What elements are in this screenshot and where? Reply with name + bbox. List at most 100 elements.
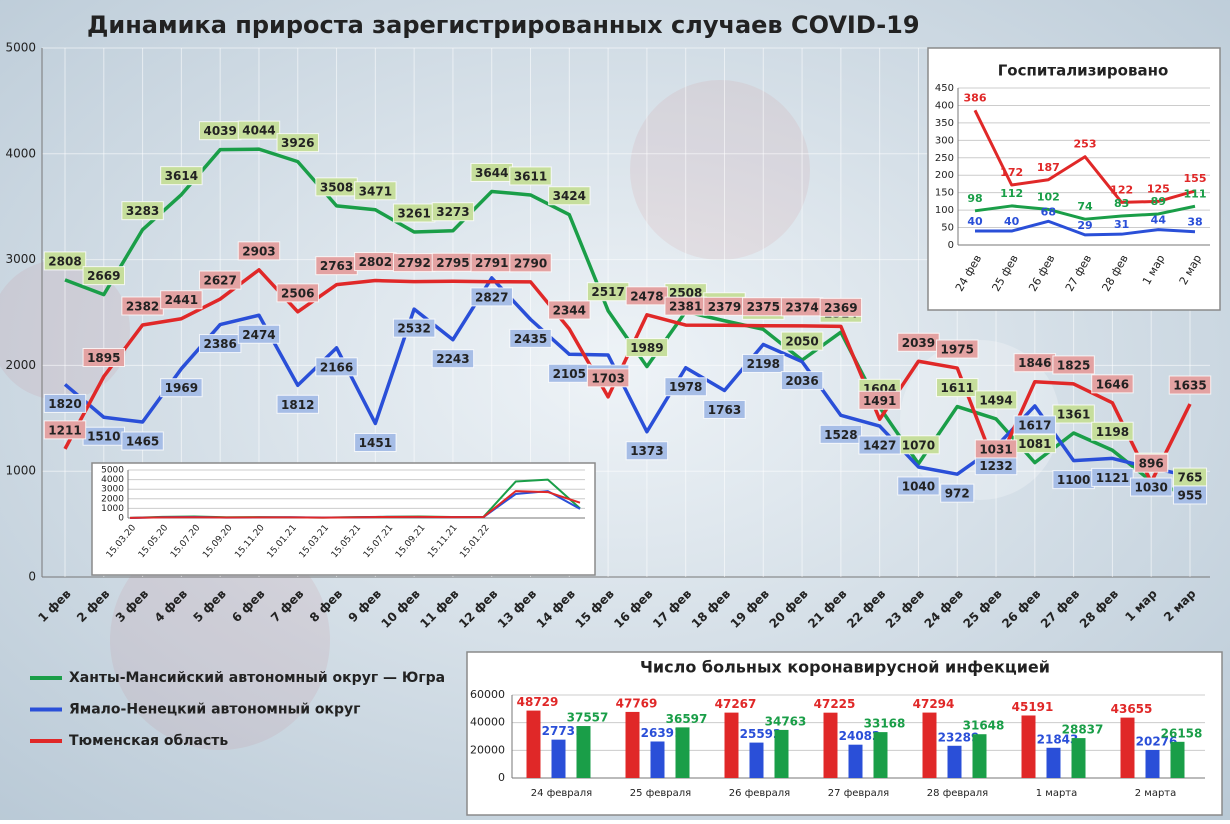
data-label: 2386 — [203, 337, 236, 351]
data-label: 2344 — [553, 304, 586, 318]
data-label: 3424 — [553, 189, 586, 203]
data-label: 28837 — [1062, 723, 1104, 737]
y-tick-label: 200 — [935, 170, 954, 181]
series-line — [973, 109, 1196, 204]
data-label: 2166 — [320, 360, 353, 374]
y-tick-label: 1000 — [5, 464, 36, 478]
bar — [1046, 747, 1061, 778]
data-label: 1646 — [1096, 377, 1129, 391]
data-label: 1494 — [979, 393, 1012, 407]
data-label: 47225 — [814, 697, 856, 711]
data-label: 2382 — [126, 299, 159, 313]
data-label: 1611 — [941, 381, 974, 395]
data-label: 1975 — [941, 343, 974, 357]
chart-title: Госпитализировано — [998, 62, 1169, 80]
data-label-box — [780, 331, 824, 351]
bar — [1170, 741, 1185, 778]
y-tick-label: 2000 — [5, 358, 36, 372]
data-label-box — [1172, 485, 1208, 505]
y-tick-label: 4000 — [5, 146, 36, 160]
series-line — [974, 204, 1196, 221]
data-label: 111 — [1184, 187, 1207, 200]
data-label-box — [780, 371, 824, 391]
data-label: 765 — [1177, 471, 1202, 485]
chart-title: Число больных коронавирусной инфекцией — [640, 658, 1050, 677]
data-label: 2243 — [436, 352, 469, 366]
data-label: 2198 — [747, 357, 780, 371]
data-label: 896 — [1139, 457, 1164, 471]
data-label-box — [431, 202, 475, 222]
y-tick-label: 150 — [935, 188, 954, 199]
data-label: 47294 — [913, 697, 955, 711]
data-label-box — [509, 328, 552, 348]
bar — [848, 744, 863, 778]
y-tick-label: 300 — [935, 135, 954, 146]
data-label: 1081 — [1018, 437, 1051, 451]
data-label-box — [936, 378, 979, 398]
data-label: 3283 — [126, 204, 159, 218]
data-label-box — [509, 166, 552, 186]
data-label-box — [276, 133, 319, 153]
data-label: 2369 — [824, 301, 857, 315]
data-label: 2435 — [514, 332, 547, 346]
y-tick-label: 60000 — [470, 688, 505, 701]
data-label-box — [43, 251, 87, 271]
bar — [922, 712, 937, 778]
y-tick-label: 4000 — [101, 475, 124, 485]
data-label: 26391 — [641, 726, 683, 740]
y-tick-label: 40000 — [470, 716, 505, 729]
data-label: 2792 — [397, 256, 430, 270]
data-label-box — [198, 270, 242, 290]
data-label: 40 — [967, 215, 983, 228]
bar — [625, 711, 640, 778]
data-label: 1100 — [1057, 473, 1090, 487]
data-label: 40 — [1004, 215, 1020, 228]
inset-panel — [927, 47, 1221, 311]
data-label-box — [82, 348, 125, 368]
x-tick-label: 28 февраля — [927, 788, 988, 799]
series-line — [129, 490, 581, 519]
bar — [1145, 749, 1160, 778]
data-label-box — [276, 394, 319, 414]
data-label: 2795 — [436, 256, 469, 270]
data-label: 1030 — [1135, 481, 1168, 495]
x-tick-label: 1 марта — [1036, 788, 1078, 799]
data-label: 2506 — [281, 286, 314, 300]
data-label: 1703 — [591, 371, 624, 385]
data-label: 1812 — [281, 398, 314, 412]
data-label: 2808 — [48, 254, 81, 268]
data-label: 83 — [1114, 197, 1129, 210]
decor — [110, 530, 330, 750]
bar — [972, 734, 987, 778]
data-label: 1031 — [979, 442, 1012, 456]
data-label: 2105 — [553, 367, 586, 381]
data-label-box — [664, 377, 707, 397]
data-label: 187 — [1037, 161, 1060, 174]
data-label-box — [237, 120, 281, 140]
data-label-box — [742, 353, 785, 373]
data-label-box — [1052, 404, 1095, 424]
data-label: 68 — [1041, 205, 1056, 218]
data-label-box — [1091, 467, 1134, 487]
data-label: 1763 — [708, 403, 741, 417]
data-label: 2379 — [708, 300, 741, 314]
data-label-box — [936, 339, 979, 359]
data-label-box — [392, 318, 436, 338]
data-label-box — [897, 476, 940, 496]
bar — [1071, 738, 1086, 778]
data-label: 3261 — [397, 206, 430, 220]
data-label-box — [858, 390, 901, 410]
data-label-box — [625, 338, 669, 358]
data-label-box — [819, 297, 863, 317]
inset-panel — [466, 651, 1223, 816]
data-label: 102 — [1037, 190, 1060, 203]
data-label: 2375 — [747, 300, 780, 314]
data-label: 3273 — [436, 205, 469, 219]
data-label: 33168 — [864, 717, 906, 731]
data-label: 3926 — [281, 136, 314, 150]
data-label: 3471 — [359, 184, 392, 198]
data-label: 1969 — [165, 381, 198, 395]
data-label: 3644 — [475, 166, 508, 180]
data-label-box — [586, 368, 630, 388]
